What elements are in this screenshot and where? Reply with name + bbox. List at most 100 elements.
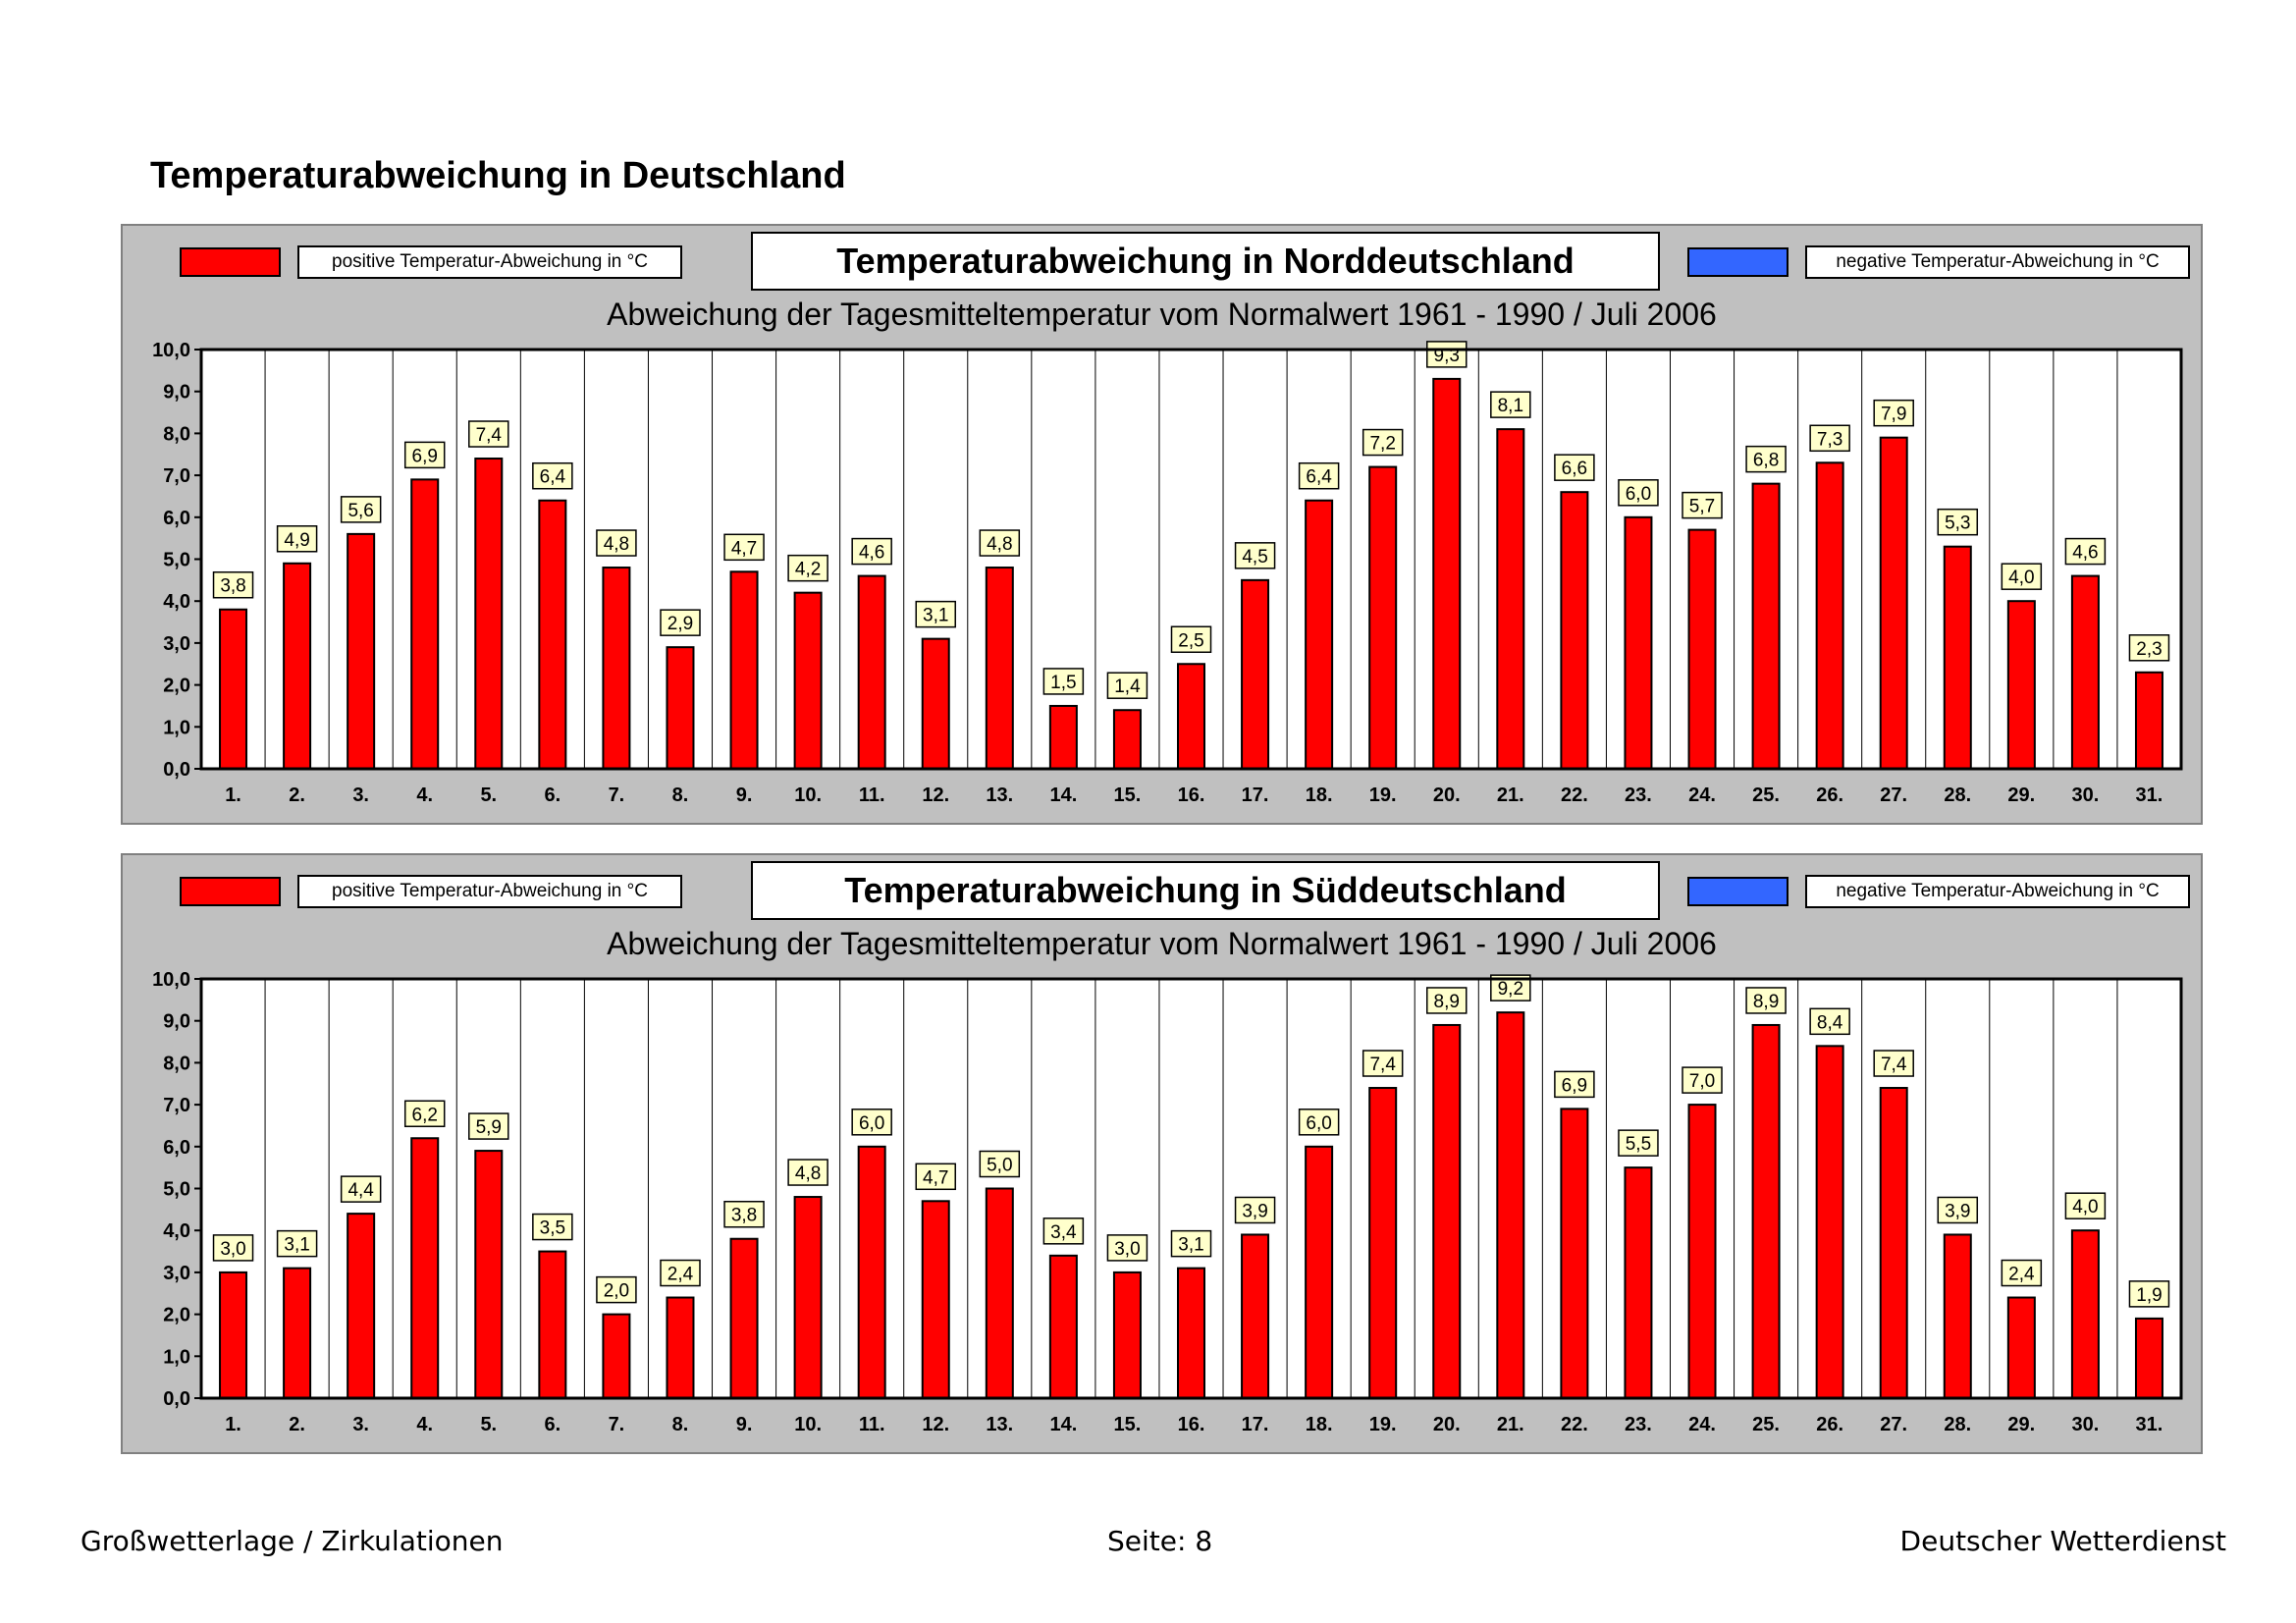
legend-positive-swatch bbox=[180, 247, 281, 277]
chart-subtitle: Abweichung der Tagesmitteltemperatur vom… bbox=[607, 926, 1717, 961]
x-tick-label: 1. bbox=[225, 784, 241, 806]
bar bbox=[793, 1196, 823, 1400]
data-label: 3,8 bbox=[731, 1206, 757, 1226]
data-label-box bbox=[1170, 625, 1212, 653]
x-tick-label: 10. bbox=[794, 784, 822, 806]
data-label-box bbox=[1426, 987, 1468, 1014]
data-label-box bbox=[340, 496, 382, 523]
bar bbox=[1305, 499, 1334, 770]
x-tick-label: 5. bbox=[480, 784, 497, 806]
data-label-box bbox=[276, 1229, 318, 1258]
bar bbox=[985, 1187, 1014, 1399]
data-label: 6,2 bbox=[412, 1105, 438, 1125]
y-tick-label: 3,0 bbox=[163, 633, 190, 655]
x-tick-label: 4. bbox=[416, 1414, 433, 1435]
bar bbox=[1879, 436, 1908, 770]
x-tick-label: 27. bbox=[1880, 784, 1907, 806]
bar bbox=[921, 637, 950, 770]
bar bbox=[283, 562, 312, 770]
y-tick-label: 0,0 bbox=[163, 1388, 190, 1410]
x-tick-label: 23. bbox=[1625, 784, 1652, 806]
y-tick-label: 0,0 bbox=[163, 759, 190, 781]
data-label: 4,7 bbox=[923, 1167, 948, 1188]
x-tick-label: 1. bbox=[225, 1414, 241, 1435]
x-tick-label: 19. bbox=[1369, 1414, 1397, 1435]
x-tick-label: 20. bbox=[1433, 1414, 1461, 1435]
data-label: 4,6 bbox=[859, 543, 884, 564]
data-label: 6,9 bbox=[412, 446, 438, 466]
data-label: 3,0 bbox=[1114, 1239, 1140, 1260]
bar bbox=[793, 591, 823, 770]
x-tick-label: 8. bbox=[672, 1414, 689, 1435]
y-tick-label: 10,0 bbox=[152, 969, 190, 991]
data-label-box bbox=[1362, 1050, 1404, 1077]
data-label: 4,8 bbox=[604, 534, 629, 555]
x-tick-label: 16. bbox=[1178, 784, 1205, 806]
data-label: 4,5 bbox=[1242, 547, 1267, 568]
data-label-box bbox=[1809, 424, 1850, 453]
x-tick-label: 9. bbox=[736, 784, 753, 806]
data-label-box bbox=[979, 1150, 1021, 1178]
y-tick-label: 4,0 bbox=[163, 591, 190, 613]
x-tick-label: 14. bbox=[1049, 784, 1077, 806]
x-tick-label: 31. bbox=[2136, 1414, 2163, 1435]
bar bbox=[1432, 1023, 1462, 1399]
bar bbox=[474, 458, 504, 771]
data-label: 5,3 bbox=[1945, 514, 1970, 534]
x-tick-label: 11. bbox=[859, 1414, 885, 1435]
x-tick-label: 18. bbox=[1306, 1414, 1333, 1435]
x-tick-label: 20. bbox=[1433, 784, 1461, 806]
bar bbox=[1241, 578, 1270, 770]
bar bbox=[474, 1150, 504, 1399]
bar bbox=[2134, 671, 2163, 771]
data-label-box bbox=[979, 529, 1021, 557]
data-label-box bbox=[212, 570, 254, 599]
data-label: 3,1 bbox=[284, 1235, 309, 1256]
chart-panel-north: positive Temperatur-Abweichung in °C Tem… bbox=[121, 224, 2203, 825]
x-tick-label: 15. bbox=[1114, 1414, 1142, 1435]
data-label-box bbox=[1873, 1050, 1914, 1077]
y-tick-label: 6,0 bbox=[163, 508, 190, 529]
bar bbox=[1048, 1254, 1078, 1399]
bar bbox=[602, 567, 631, 771]
data-label: 3,1 bbox=[923, 606, 948, 626]
x-tick-label: 15. bbox=[1114, 784, 1142, 806]
bar bbox=[729, 570, 759, 770]
x-tick-label: 31. bbox=[2136, 784, 2163, 806]
data-label: 7,0 bbox=[1689, 1071, 1715, 1092]
data-label-box bbox=[1682, 1066, 1723, 1094]
bar bbox=[1687, 1104, 1717, 1399]
bar bbox=[1048, 704, 1078, 771]
data-label-box bbox=[1298, 461, 1340, 490]
data-label-box bbox=[403, 441, 446, 469]
data-label: 6,4 bbox=[1306, 467, 1332, 488]
data-label: 2,4 bbox=[667, 1265, 694, 1285]
chart-panel-south: positive Temperatur-Abweichung in °C Tem… bbox=[121, 853, 2203, 1454]
data-label-box bbox=[851, 537, 892, 566]
bar bbox=[219, 1271, 248, 1399]
y-tick-label: 9,0 bbox=[163, 382, 190, 404]
data-label-box bbox=[2001, 1259, 2043, 1287]
data-label: 5,6 bbox=[347, 501, 373, 521]
data-label: 5,0 bbox=[987, 1156, 1012, 1176]
data-label: 4,0 bbox=[2072, 1197, 2098, 1217]
data-label-box bbox=[1042, 1217, 1085, 1245]
x-tick-label: 21. bbox=[1497, 1414, 1524, 1435]
data-label-box bbox=[1362, 428, 1404, 457]
x-tick-label: 6. bbox=[545, 784, 561, 806]
data-label-box bbox=[915, 600, 956, 628]
data-label: 6,4 bbox=[540, 467, 566, 488]
data-label: 4,8 bbox=[987, 534, 1012, 555]
x-tick-label: 29. bbox=[2007, 784, 2035, 806]
data-label: 3,9 bbox=[1945, 1201, 1970, 1221]
bar-plot-north: 0,0 1,0 2,0 3,0 4,0 5,0 6,0 7,0 8,0 9,0 10,0 3,8 1. 4… bbox=[152, 340, 2183, 806]
bar bbox=[347, 1213, 376, 1399]
data-label: 8,9 bbox=[1753, 992, 1779, 1012]
data-label-box bbox=[532, 461, 573, 490]
data-label: 3,5 bbox=[540, 1218, 565, 1239]
bar bbox=[2006, 600, 2036, 771]
data-label-box bbox=[1745, 445, 1787, 473]
bar-plot-south: 0,0 1,0 2,0 3,0 4,0 5,0 6,0 7,0 8,0 9,0 10,0 3,0 1. 3… bbox=[152, 969, 2183, 1435]
bar bbox=[1943, 545, 1972, 770]
data-label-box bbox=[915, 1163, 956, 1191]
